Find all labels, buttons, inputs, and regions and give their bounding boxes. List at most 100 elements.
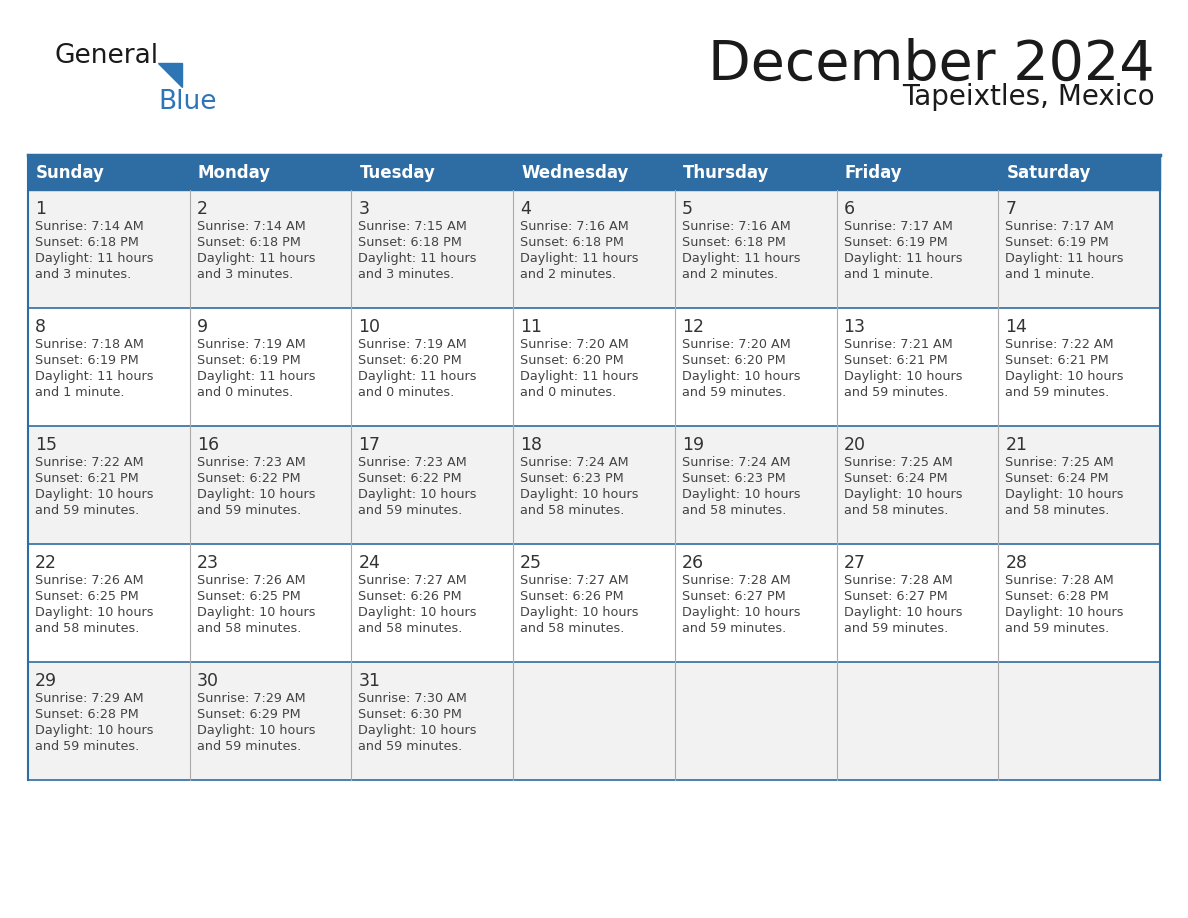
- Text: Sunrise: 7:20 AM: Sunrise: 7:20 AM: [682, 338, 790, 351]
- Text: Daylight: 10 hours: Daylight: 10 hours: [34, 606, 153, 619]
- Text: 5: 5: [682, 200, 693, 218]
- Text: 23: 23: [197, 554, 219, 572]
- Text: Daylight: 11 hours: Daylight: 11 hours: [520, 370, 639, 383]
- Text: Sunset: 6:21 PM: Sunset: 6:21 PM: [843, 354, 947, 367]
- Text: Daylight: 11 hours: Daylight: 11 hours: [197, 252, 315, 265]
- Text: Sunrise: 7:28 AM: Sunrise: 7:28 AM: [682, 574, 790, 587]
- Text: and 2 minutes.: and 2 minutes.: [682, 268, 778, 281]
- Bar: [29, 544, 1159, 662]
- Text: Daylight: 10 hours: Daylight: 10 hours: [843, 606, 962, 619]
- Text: Sunset: 6:25 PM: Sunset: 6:25 PM: [197, 590, 301, 603]
- Text: Sunset: 6:26 PM: Sunset: 6:26 PM: [520, 590, 624, 603]
- Text: 14: 14: [1005, 318, 1028, 336]
- Text: Sunset: 6:22 PM: Sunset: 6:22 PM: [197, 472, 301, 485]
- Text: Thursday: Thursday: [683, 163, 770, 182]
- Text: Sunset: 6:23 PM: Sunset: 6:23 PM: [520, 472, 624, 485]
- Text: and 1 minute.: and 1 minute.: [34, 386, 125, 399]
- Bar: [29, 426, 1159, 544]
- Text: Sunrise: 7:19 AM: Sunrise: 7:19 AM: [197, 338, 305, 351]
- Text: Daylight: 10 hours: Daylight: 10 hours: [197, 724, 315, 737]
- Text: Sunset: 6:21 PM: Sunset: 6:21 PM: [1005, 354, 1110, 367]
- Text: Sunset: 6:19 PM: Sunset: 6:19 PM: [197, 354, 301, 367]
- Text: Daylight: 10 hours: Daylight: 10 hours: [843, 370, 962, 383]
- Text: and 3 minutes.: and 3 minutes.: [34, 268, 131, 281]
- Text: Friday: Friday: [845, 163, 902, 182]
- Text: 19: 19: [682, 436, 704, 454]
- Text: and 58 minutes.: and 58 minutes.: [197, 622, 301, 635]
- Text: Sunset: 6:28 PM: Sunset: 6:28 PM: [34, 708, 139, 721]
- Text: Daylight: 10 hours: Daylight: 10 hours: [197, 606, 315, 619]
- Text: and 58 minutes.: and 58 minutes.: [682, 504, 786, 517]
- Text: Daylight: 11 hours: Daylight: 11 hours: [1005, 252, 1124, 265]
- Text: Sunrise: 7:23 AM: Sunrise: 7:23 AM: [359, 456, 467, 469]
- Text: and 59 minutes.: and 59 minutes.: [843, 622, 948, 635]
- Text: Sunrise: 7:24 AM: Sunrise: 7:24 AM: [682, 456, 790, 469]
- Text: Sunset: 6:30 PM: Sunset: 6:30 PM: [359, 708, 462, 721]
- Text: and 59 minutes.: and 59 minutes.: [1005, 386, 1110, 399]
- Text: 26: 26: [682, 554, 704, 572]
- Text: 20: 20: [843, 436, 866, 454]
- Text: General: General: [55, 43, 159, 69]
- Text: and 59 minutes.: and 59 minutes.: [1005, 622, 1110, 635]
- Text: Daylight: 11 hours: Daylight: 11 hours: [359, 252, 476, 265]
- Text: Sunset: 6:18 PM: Sunset: 6:18 PM: [682, 236, 785, 249]
- Text: Daylight: 10 hours: Daylight: 10 hours: [1005, 606, 1124, 619]
- Text: and 58 minutes.: and 58 minutes.: [359, 622, 463, 635]
- Text: Sunrise: 7:27 AM: Sunrise: 7:27 AM: [520, 574, 628, 587]
- Text: and 59 minutes.: and 59 minutes.: [34, 740, 139, 753]
- Text: Sunrise: 7:14 AM: Sunrise: 7:14 AM: [197, 220, 305, 233]
- Text: 31: 31: [359, 672, 380, 690]
- Text: Daylight: 10 hours: Daylight: 10 hours: [520, 606, 639, 619]
- Text: and 0 minutes.: and 0 minutes.: [359, 386, 455, 399]
- Polygon shape: [158, 63, 182, 87]
- Text: Saturday: Saturday: [1006, 163, 1091, 182]
- Text: 10: 10: [359, 318, 380, 336]
- Text: Sunset: 6:19 PM: Sunset: 6:19 PM: [1005, 236, 1110, 249]
- Text: and 58 minutes.: and 58 minutes.: [520, 622, 625, 635]
- Text: 2: 2: [197, 200, 208, 218]
- Text: Monday: Monday: [197, 163, 271, 182]
- Text: Daylight: 11 hours: Daylight: 11 hours: [682, 252, 801, 265]
- Text: Sunset: 6:26 PM: Sunset: 6:26 PM: [359, 590, 462, 603]
- Text: Daylight: 10 hours: Daylight: 10 hours: [682, 606, 801, 619]
- Text: and 2 minutes.: and 2 minutes.: [520, 268, 617, 281]
- Text: and 3 minutes.: and 3 minutes.: [359, 268, 455, 281]
- Text: Sunrise: 7:23 AM: Sunrise: 7:23 AM: [197, 456, 305, 469]
- Text: Daylight: 11 hours: Daylight: 11 hours: [34, 252, 153, 265]
- Text: 29: 29: [34, 672, 57, 690]
- Text: Sunset: 6:23 PM: Sunset: 6:23 PM: [682, 472, 785, 485]
- Text: Sunset: 6:20 PM: Sunset: 6:20 PM: [520, 354, 624, 367]
- Text: Daylight: 11 hours: Daylight: 11 hours: [520, 252, 639, 265]
- Text: Sunrise: 7:27 AM: Sunrise: 7:27 AM: [359, 574, 467, 587]
- Text: Sunrise: 7:29 AM: Sunrise: 7:29 AM: [197, 692, 305, 705]
- Text: December 2024: December 2024: [708, 38, 1155, 92]
- Text: and 58 minutes.: and 58 minutes.: [1005, 504, 1110, 517]
- Text: Sunrise: 7:26 AM: Sunrise: 7:26 AM: [34, 574, 144, 587]
- Text: Sunset: 6:19 PM: Sunset: 6:19 PM: [34, 354, 139, 367]
- Text: 15: 15: [34, 436, 57, 454]
- Text: and 1 minute.: and 1 minute.: [843, 268, 933, 281]
- Text: 22: 22: [34, 554, 57, 572]
- Text: Sunset: 6:18 PM: Sunset: 6:18 PM: [359, 236, 462, 249]
- Text: Sunset: 6:19 PM: Sunset: 6:19 PM: [843, 236, 947, 249]
- Text: Sunrise: 7:18 AM: Sunrise: 7:18 AM: [34, 338, 144, 351]
- Text: Daylight: 10 hours: Daylight: 10 hours: [682, 488, 801, 501]
- Text: 16: 16: [197, 436, 219, 454]
- Text: Sunrise: 7:30 AM: Sunrise: 7:30 AM: [359, 692, 467, 705]
- Bar: [29, 308, 1159, 426]
- Text: and 58 minutes.: and 58 minutes.: [843, 504, 948, 517]
- Text: 6: 6: [843, 200, 854, 218]
- Text: 18: 18: [520, 436, 542, 454]
- Text: Daylight: 10 hours: Daylight: 10 hours: [1005, 488, 1124, 501]
- Bar: [29, 190, 1159, 308]
- Text: Sunrise: 7:20 AM: Sunrise: 7:20 AM: [520, 338, 628, 351]
- Text: 28: 28: [1005, 554, 1028, 572]
- Text: Sunrise: 7:22 AM: Sunrise: 7:22 AM: [34, 456, 144, 469]
- Text: 9: 9: [197, 318, 208, 336]
- Text: Blue: Blue: [158, 89, 216, 115]
- Text: and 58 minutes.: and 58 minutes.: [34, 622, 139, 635]
- Text: Daylight: 11 hours: Daylight: 11 hours: [34, 370, 153, 383]
- Text: Daylight: 10 hours: Daylight: 10 hours: [843, 488, 962, 501]
- Text: Sunset: 6:22 PM: Sunset: 6:22 PM: [359, 472, 462, 485]
- Text: Sunrise: 7:17 AM: Sunrise: 7:17 AM: [843, 220, 953, 233]
